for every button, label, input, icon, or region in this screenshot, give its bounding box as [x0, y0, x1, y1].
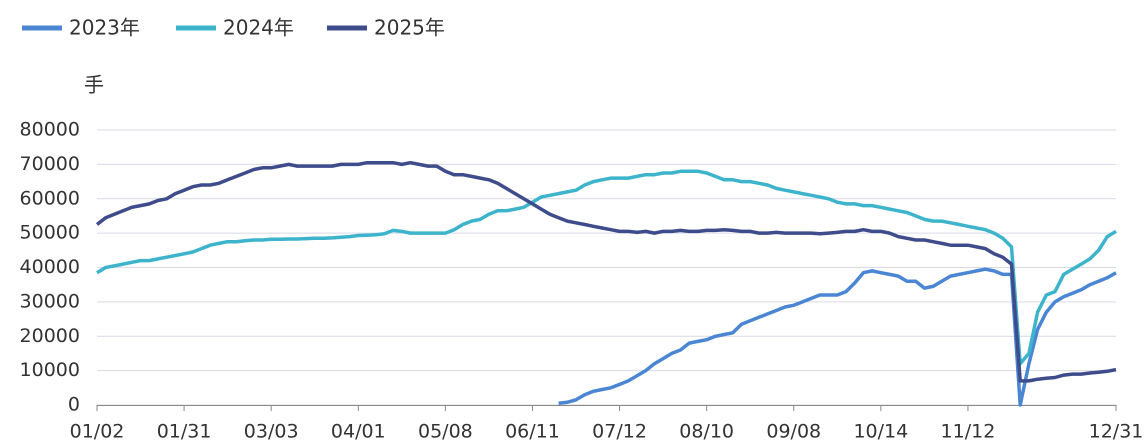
y-tick-label: 80000: [20, 119, 80, 141]
y-axis-unit: 手: [84, 73, 104, 97]
x-tick-label: 06/11: [505, 421, 560, 443]
x-tick-label: 03/03: [244, 421, 299, 443]
x-tick-label: 08/10: [679, 421, 734, 443]
y-tick-label: 60000: [20, 187, 80, 209]
y-tick-label: 10000: [20, 359, 80, 381]
y-tick-label: 40000: [20, 256, 80, 278]
y-tick-label: 0: [68, 394, 80, 416]
y-tick-label: 20000: [20, 325, 80, 347]
x-tick-label: 01/02: [70, 421, 125, 443]
y-tick-label: 30000: [20, 290, 80, 312]
x-tick-label: 12/31: [1089, 421, 1144, 443]
x-tick-label: 10/14: [853, 421, 908, 443]
legend-label: 2025年: [374, 16, 445, 40]
x-tick-label: 07/12: [592, 421, 647, 443]
line-series: [558, 267, 1117, 407]
legend-label: 2024年: [223, 16, 294, 40]
x-tick-label: 09/08: [766, 421, 821, 443]
line-series: [95, 160, 1117, 383]
y-tick-label: 50000: [20, 222, 80, 244]
line-series: [96, 169, 1117, 366]
x-tick-label: 05/08: [418, 421, 473, 443]
x-tick-label: 04/01: [331, 421, 386, 443]
y-tick-label: 70000: [20, 153, 80, 175]
x-tick-label: 01/31: [157, 421, 212, 443]
legend-label: 2023年: [69, 16, 140, 40]
x-tick-label: 11/12: [941, 421, 996, 443]
